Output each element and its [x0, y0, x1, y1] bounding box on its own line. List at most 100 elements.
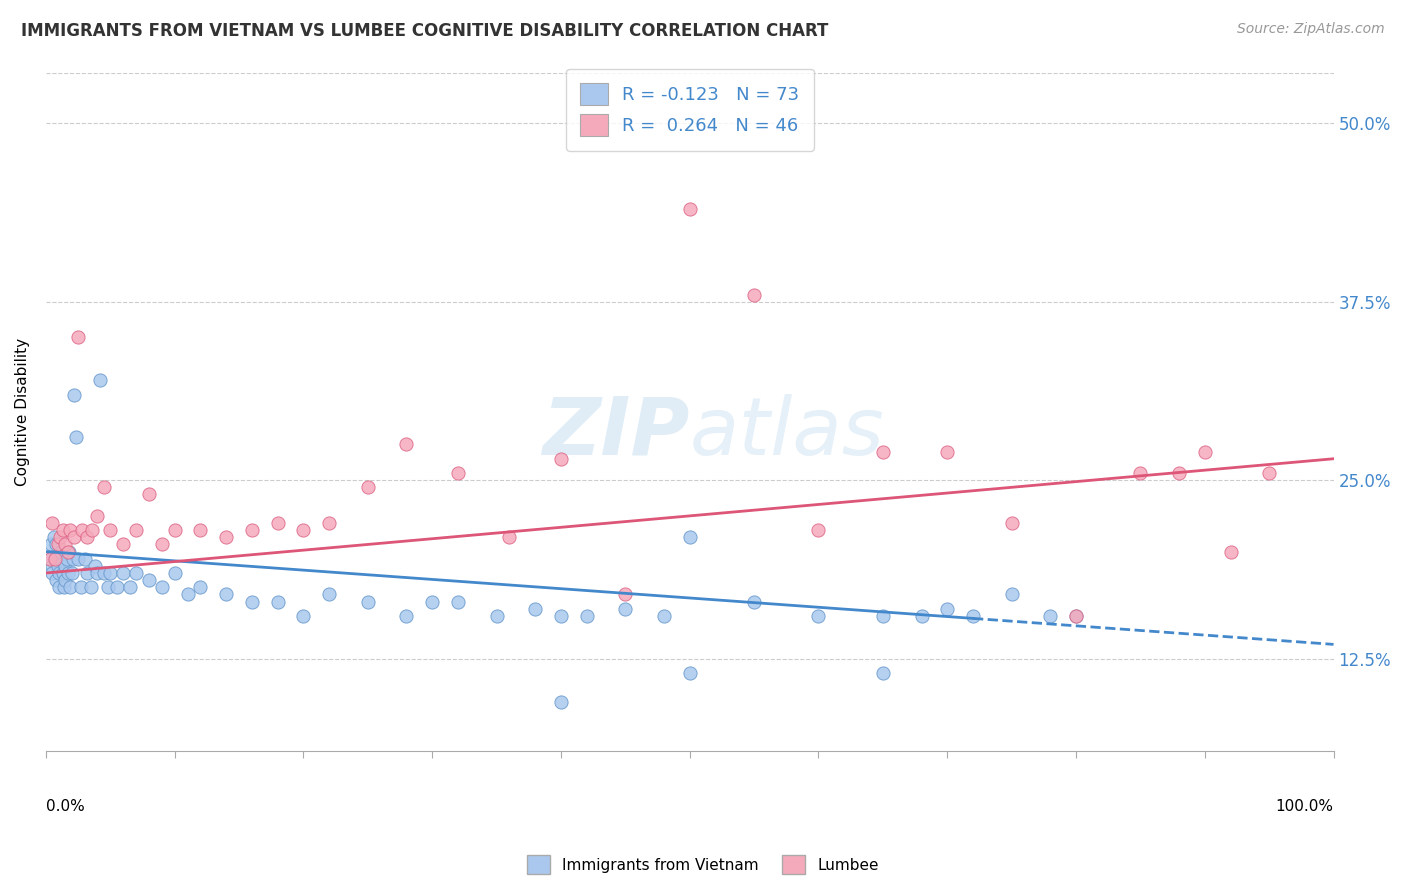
Point	[41, 558, 63, 573]
Legend: Immigrants from Vietnam, Lumbee: Immigrants from Vietnam, Lumbee	[522, 849, 884, 880]
Point	[679, 665, 702, 680]
Point	[58, 544, 80, 558]
Point	[53, 580, 76, 594]
Point	[550, 608, 572, 623]
Point	[395, 437, 418, 451]
Point	[962, 608, 984, 623]
Point	[420, 594, 443, 608]
Text: Source: ZipAtlas.com: Source: ZipAtlas.com	[1237, 22, 1385, 37]
Point	[67, 551, 90, 566]
Point	[83, 558, 105, 573]
Text: 100.0%: 100.0%	[1275, 799, 1333, 814]
Point	[49, 530, 72, 544]
Point	[46, 537, 69, 551]
Point	[73, 551, 96, 566]
Text: atlas: atlas	[690, 393, 884, 472]
Point	[48, 566, 70, 580]
Point	[45, 537, 67, 551]
Point	[910, 608, 932, 623]
Point	[41, 516, 63, 530]
Point	[318, 587, 340, 601]
Point	[76, 566, 98, 580]
Point	[59, 523, 82, 537]
Point	[69, 580, 91, 594]
Point	[51, 544, 73, 558]
Point	[112, 537, 135, 551]
Point	[42, 530, 65, 544]
Point	[215, 587, 238, 601]
Point	[63, 387, 86, 401]
Point	[447, 466, 470, 480]
Point	[447, 594, 470, 608]
Point	[125, 523, 148, 537]
Point	[163, 566, 186, 580]
Point	[46, 558, 69, 573]
Point	[872, 608, 894, 623]
Point	[70, 523, 93, 537]
Point	[357, 594, 380, 608]
Point	[614, 587, 637, 601]
Point	[82, 523, 104, 537]
Point	[53, 573, 76, 587]
Text: ZIP: ZIP	[543, 393, 690, 472]
Point	[98, 566, 121, 580]
Point	[45, 573, 67, 587]
Text: 0.0%: 0.0%	[46, 799, 84, 814]
Point	[240, 523, 263, 537]
Point	[56, 544, 79, 558]
Point	[38, 551, 60, 566]
Point	[118, 580, 141, 594]
Point	[1039, 608, 1062, 623]
Point	[550, 694, 572, 708]
Point	[89, 373, 111, 387]
Point	[357, 480, 380, 494]
Point	[1129, 466, 1152, 480]
Point	[614, 601, 637, 615]
Point	[44, 551, 66, 566]
Point	[41, 566, 63, 580]
Point	[679, 530, 702, 544]
Text: IMMIGRANTS FROM VIETNAM VS LUMBEE COGNITIVE DISABILITY CORRELATION CHART: IMMIGRANTS FROM VIETNAM VS LUMBEE COGNIT…	[21, 22, 828, 40]
Point	[53, 537, 76, 551]
Point	[105, 580, 128, 594]
Point	[679, 202, 702, 216]
Point	[1168, 466, 1191, 480]
Point	[1001, 516, 1024, 530]
Point	[872, 665, 894, 680]
Legend: R = -0.123   N = 73, R =  0.264   N = 46: R = -0.123 N = 73, R = 0.264 N = 46	[567, 69, 814, 151]
Point	[98, 523, 121, 537]
Point	[292, 523, 315, 537]
Point	[150, 580, 173, 594]
Point	[86, 566, 108, 580]
Point	[63, 530, 86, 544]
Point	[163, 523, 186, 537]
Point	[138, 487, 160, 501]
Point	[52, 523, 75, 537]
Point	[60, 566, 83, 580]
Point	[498, 530, 520, 544]
Point	[76, 530, 98, 544]
Point	[62, 551, 84, 566]
Point	[807, 523, 830, 537]
Point	[215, 530, 238, 544]
Point	[652, 608, 675, 623]
Point	[65, 430, 87, 444]
Point	[936, 601, 959, 615]
Point	[150, 537, 173, 551]
Point	[176, 587, 198, 601]
Point	[97, 580, 120, 594]
Point	[1258, 466, 1281, 480]
Point	[48, 580, 70, 594]
Point	[1064, 608, 1087, 623]
Point	[53, 558, 76, 573]
Point	[55, 551, 77, 566]
Point	[67, 330, 90, 344]
Point	[38, 551, 60, 566]
Point	[93, 480, 115, 494]
Point	[742, 287, 765, 301]
Point	[93, 566, 115, 580]
Point	[240, 594, 263, 608]
Point	[138, 573, 160, 587]
Point	[485, 608, 508, 623]
Point	[80, 580, 103, 594]
